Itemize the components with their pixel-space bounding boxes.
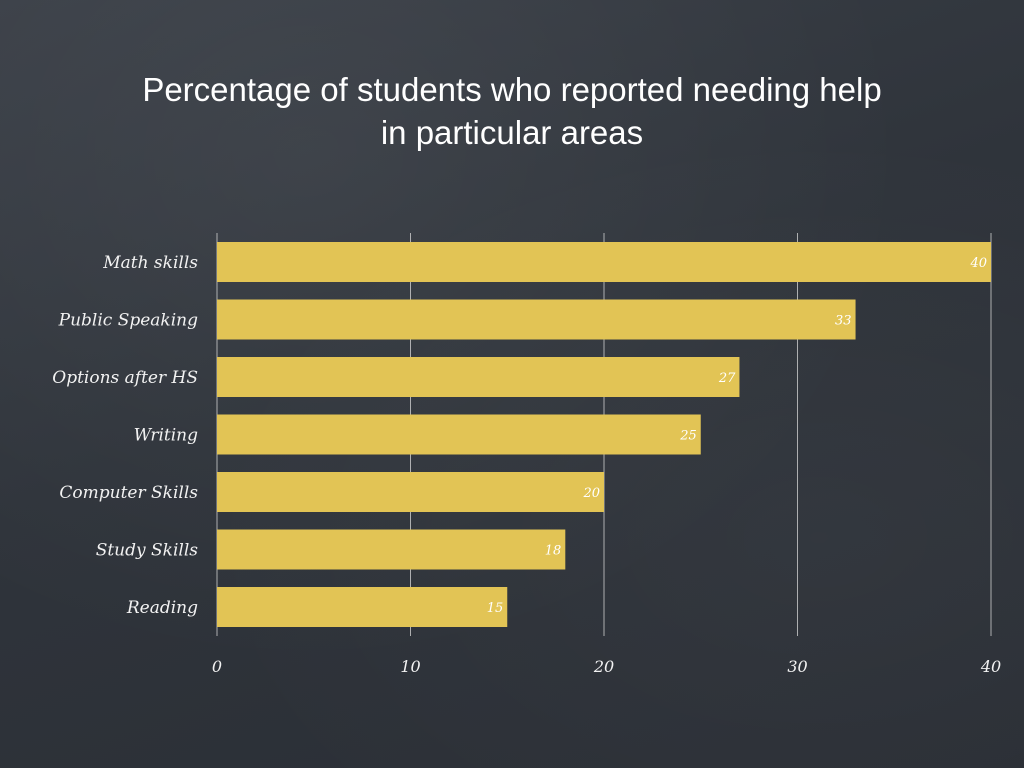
bar <box>217 472 604 512</box>
category-label: Study Skills <box>96 541 199 561</box>
bar <box>217 587 508 627</box>
category-label: Computer Skills <box>59 483 198 503</box>
bar-value-label: 18 <box>545 544 562 559</box>
x-axis-ticks: 0 10 20 30 40 <box>212 657 1001 676</box>
x-tick-label: 30 <box>787 657 807 676</box>
bar-value-label: 27 <box>718 371 736 386</box>
bar-value-label: 40 <box>969 256 987 271</box>
chart-title: Percentage of students who reported need… <box>0 68 1024 154</box>
bar <box>217 242 991 282</box>
bar <box>217 299 856 340</box>
bar <box>217 414 701 455</box>
category-label: Writing <box>134 426 198 446</box>
bar-value-label: 33 <box>835 314 852 329</box>
bar <box>217 529 566 570</box>
category-label: Options after HS <box>52 368 198 388</box>
x-tick-label: 40 <box>980 657 1001 676</box>
category-label: Public Speaking <box>58 311 198 331</box>
bar-value-label: 25 <box>679 429 697 444</box>
bar-value-label: 20 <box>582 486 600 501</box>
category-label: Reading <box>126 598 198 618</box>
category-label: Math skills <box>102 253 198 273</box>
bar-value-label: 15 <box>487 601 504 616</box>
bar <box>217 357 740 397</box>
bars: 40 33 27 25 20 18 15 <box>217 242 991 627</box>
category-labels: Math skills Public Speaking Options after … <box>52 253 198 618</box>
x-tick-label: 0 <box>212 657 222 676</box>
x-tick-label: 20 <box>593 657 614 676</box>
chart-title-line-2: in particular areas <box>380 114 644 151</box>
x-tick-label: 10 <box>400 657 420 676</box>
chart-title-line-1: Percentage of students who reported need… <box>142 71 882 108</box>
